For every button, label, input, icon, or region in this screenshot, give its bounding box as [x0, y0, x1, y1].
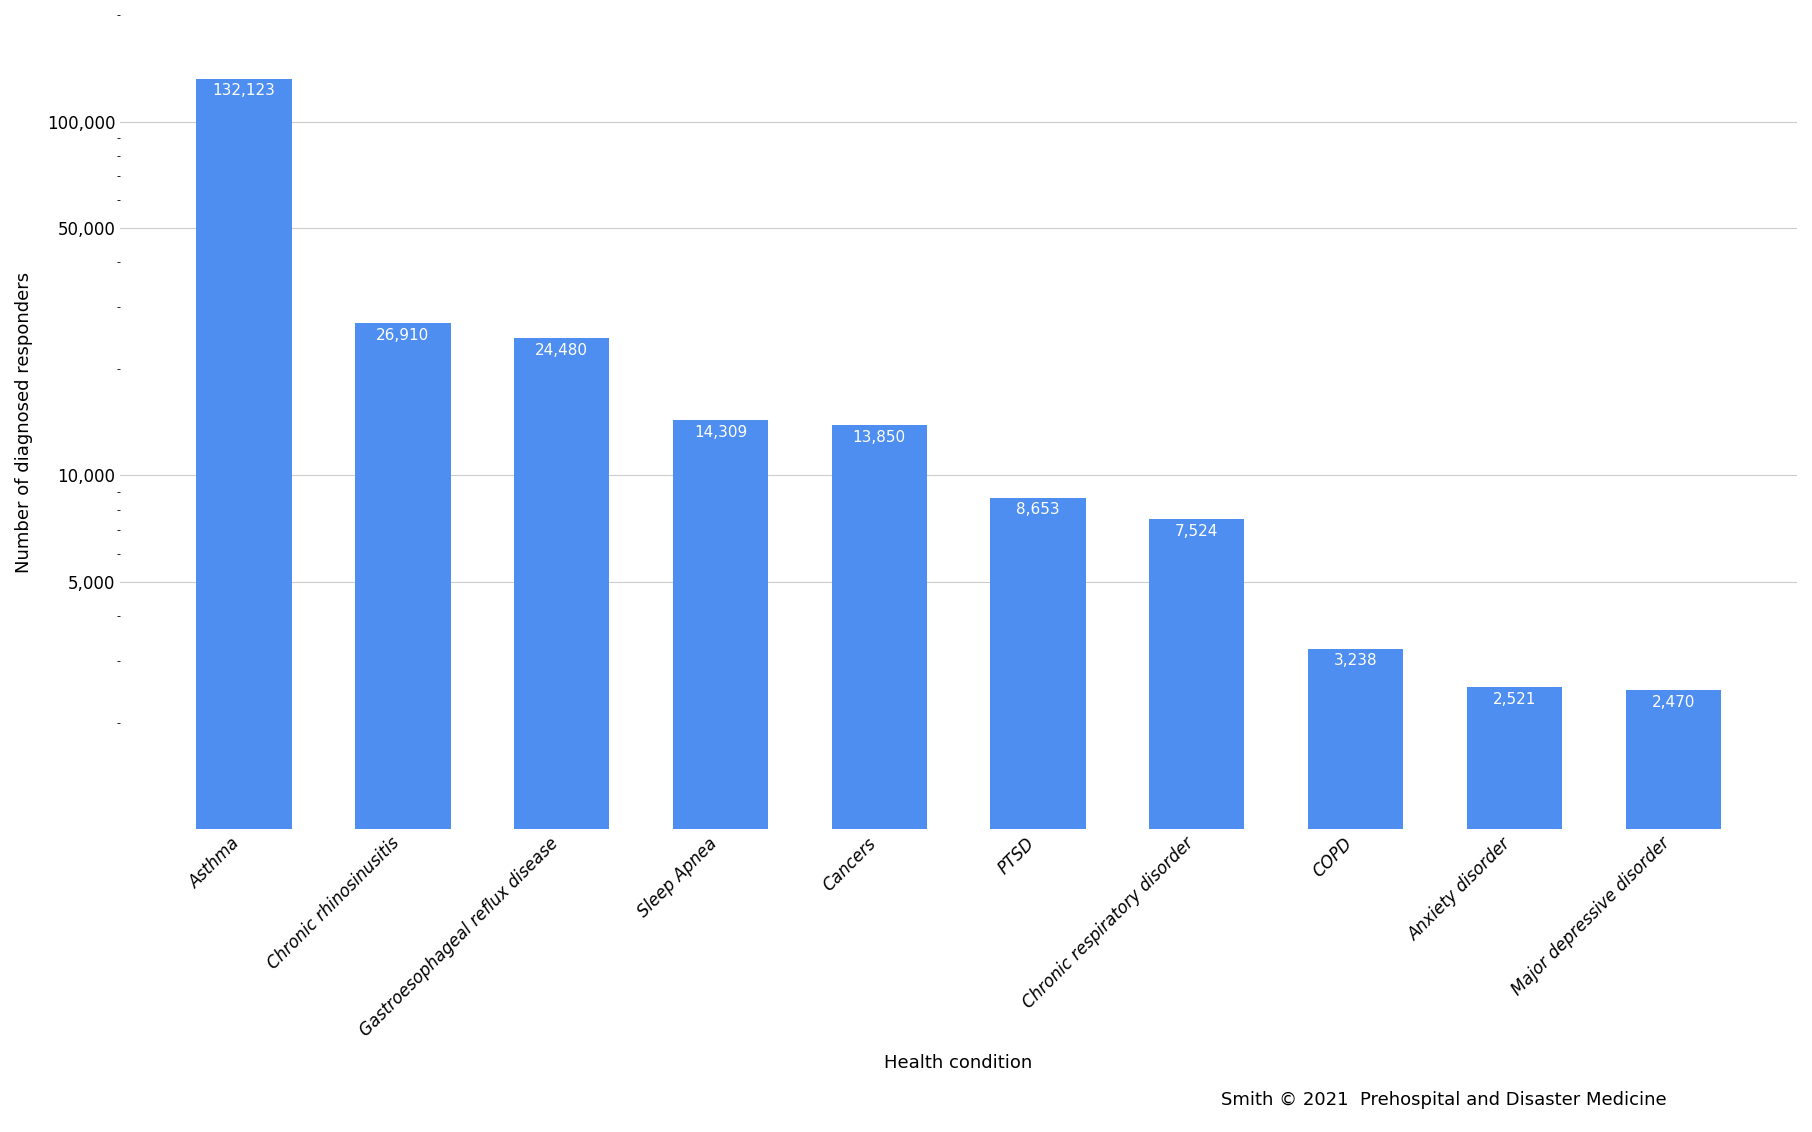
Text: 8,653: 8,653	[1017, 503, 1060, 517]
Bar	[355, 324, 451, 1132]
Bar	[515, 337, 609, 1132]
Text: Smith © 2021  Prehospital and Disaster Medicine: Smith © 2021 Prehospital and Disaster Me…	[1221, 1091, 1667, 1109]
Bar	[991, 498, 1085, 1132]
Bar	[1149, 520, 1245, 1132]
Bar	[832, 426, 928, 1132]
Text: 2,470: 2,470	[1651, 695, 1694, 710]
Text: 26,910: 26,910	[377, 328, 429, 343]
Y-axis label: Number of diagnosed responders: Number of diagnosed responders	[14, 272, 33, 573]
Bar	[1625, 691, 1721, 1132]
Text: 2,521: 2,521	[1493, 692, 1537, 708]
Text: 13,850: 13,850	[853, 430, 906, 445]
Bar	[1308, 649, 1402, 1132]
Text: 3,238: 3,238	[1334, 653, 1377, 669]
Bar	[672, 420, 768, 1132]
Text: 14,309: 14,309	[694, 426, 747, 440]
Bar	[196, 79, 292, 1132]
Text: 132,123: 132,123	[212, 84, 275, 98]
Text: 24,480: 24,480	[535, 343, 589, 358]
Text: 7,524: 7,524	[1176, 524, 1218, 539]
Bar	[1466, 687, 1562, 1132]
X-axis label: Health condition: Health condition	[884, 1054, 1033, 1072]
